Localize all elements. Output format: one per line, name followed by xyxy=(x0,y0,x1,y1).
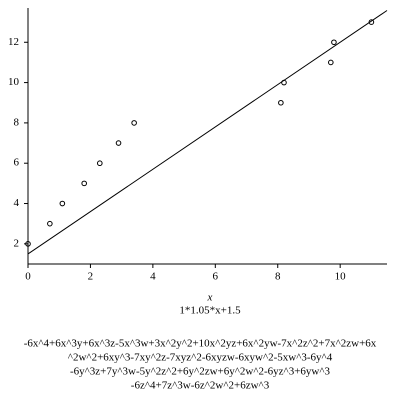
data-point xyxy=(131,120,137,126)
x-tick-label: 10 xyxy=(335,271,347,283)
annotation: ^2w^2+6xy^3-7xy^2z-7xyz^2-6xyzw-6xyw^2-5… xyxy=(68,352,333,364)
data-point xyxy=(331,39,337,46)
data-point xyxy=(278,99,284,106)
annotation: -6x^4+6x^3y+6x^3z-5x^3w+3x^2y^2+10x^2yz+… xyxy=(24,338,377,350)
caption: 1*1.05*x+1.5 xyxy=(179,305,241,317)
fit-line xyxy=(27,10,388,255)
y-tick-label: 2 xyxy=(14,237,20,249)
data-point xyxy=(81,180,87,187)
y-tick-label: 8 xyxy=(14,116,20,128)
data-point xyxy=(25,241,31,247)
x-tick-label: 2 xyxy=(88,271,94,283)
data-point xyxy=(115,140,122,146)
x-tick-label: 6 xyxy=(213,271,219,283)
data-point xyxy=(59,200,66,207)
x-tick-label: 4 xyxy=(150,271,156,283)
annotation: -6z^4+7z^3w-6z^2w^2+6zw^3 xyxy=(131,380,270,392)
x-tick-label: 8 xyxy=(275,271,281,283)
y-tick-label: 6 xyxy=(14,157,20,169)
x-tick-label: 0 xyxy=(25,271,31,283)
data-point xyxy=(328,59,334,66)
y-tick-label: 10 xyxy=(8,76,20,88)
y-tick-label: 4 xyxy=(14,197,20,209)
y-tick-label: 12 xyxy=(8,36,19,48)
x-axis-label: x xyxy=(207,292,213,304)
annotation: -6y^3z+7y^3w-5y^2z^2+6y^2zw+6y^2w^2-6yz^… xyxy=(70,366,331,378)
data-point xyxy=(47,220,53,227)
data-point xyxy=(97,160,103,167)
